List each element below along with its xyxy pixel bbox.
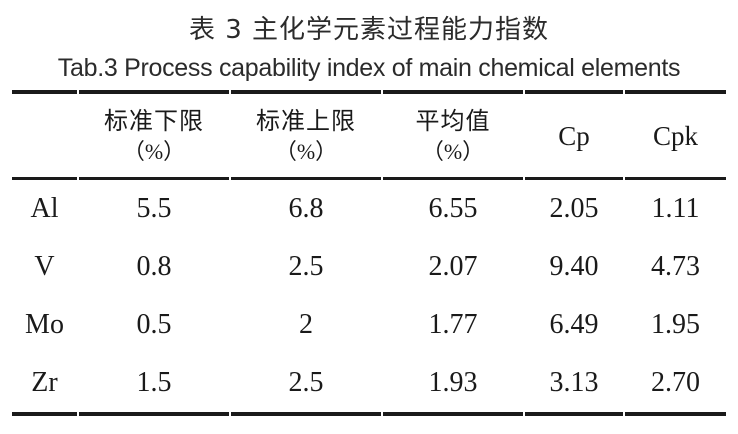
- element-cell: Al: [30, 193, 59, 224]
- value-cell: 6.49: [549, 309, 599, 340]
- value-cell: 3.13: [525, 354, 623, 416]
- column-header-cp: Cp: [525, 90, 623, 180]
- table-row-al: Al 5.5 6.8 6.55 2.05 1.11: [12, 180, 726, 238]
- table-row-v: V 0.8 2.5 2.07 9.40 4.73: [12, 238, 726, 296]
- column-header-cpk: Cpk: [625, 90, 726, 180]
- value-cell: 2.07: [428, 251, 478, 282]
- column-header-label: 标准上限: [256, 108, 356, 135]
- column-header-lower-limit: 标准下限 （%）: [79, 90, 229, 180]
- process-capability-table: 标准下限 （%） 标准上限 （%） 平均值 （%） Cp Cpk: [10, 90, 728, 416]
- table-caption-zh: 表 3 主化学元素过程能力指数: [188, 15, 550, 45]
- column-header-label: Cp: [558, 120, 590, 151]
- value-cell: 0.8: [136, 251, 172, 282]
- column-header-upper-limit: 标准上限 （%）: [231, 90, 381, 180]
- column-header-label: Cpk: [652, 120, 698, 151]
- value-cell: 6.8: [288, 193, 324, 224]
- value-cell: 1.11: [651, 193, 700, 224]
- value-cell: 2.05: [549, 193, 599, 224]
- value-cell: 1.5: [79, 354, 229, 416]
- column-header-unit: （%）: [421, 138, 485, 164]
- column-header-unit: （%）: [122, 138, 186, 164]
- value-cell: 6.55: [428, 193, 478, 224]
- value-cell: 1.93: [383, 354, 523, 416]
- value-cell: 1.95: [651, 309, 700, 340]
- corner-header-cell: [12, 90, 77, 180]
- element-cell: V: [34, 251, 55, 282]
- value-cell: 2.70: [625, 354, 726, 416]
- value-cell: 0.5: [136, 309, 172, 340]
- value-cell: 1.77: [428, 309, 478, 340]
- value-cell: 5.5: [136, 193, 172, 224]
- value-cell: 2.5: [288, 251, 324, 282]
- column-header-label: 平均值: [415, 108, 491, 135]
- value-cell: 9.40: [549, 251, 599, 282]
- table-row-zr: Zr 1.5 2.5 1.93 3.13 2.70: [12, 354, 726, 416]
- element-cell: Zr: [12, 354, 77, 416]
- column-header-label: 标准下限: [104, 108, 204, 135]
- column-header-mean: 平均值 （%）: [383, 90, 523, 180]
- header-row: 标准下限 （%） 标准上限 （%） 平均值 （%） Cp Cpk: [12, 90, 726, 180]
- value-cell: 2: [299, 309, 313, 340]
- column-header-unit: （%）: [274, 138, 338, 164]
- element-cell: Mo: [25, 309, 64, 340]
- value-cell: 2.5: [231, 354, 381, 416]
- table-row-mo: Mo 0.5 2 1.77 6.49 1.95: [12, 296, 726, 354]
- value-cell: 4.73: [651, 251, 700, 282]
- table-caption-en: Tab.3 Process capability index of main c…: [57, 54, 681, 82]
